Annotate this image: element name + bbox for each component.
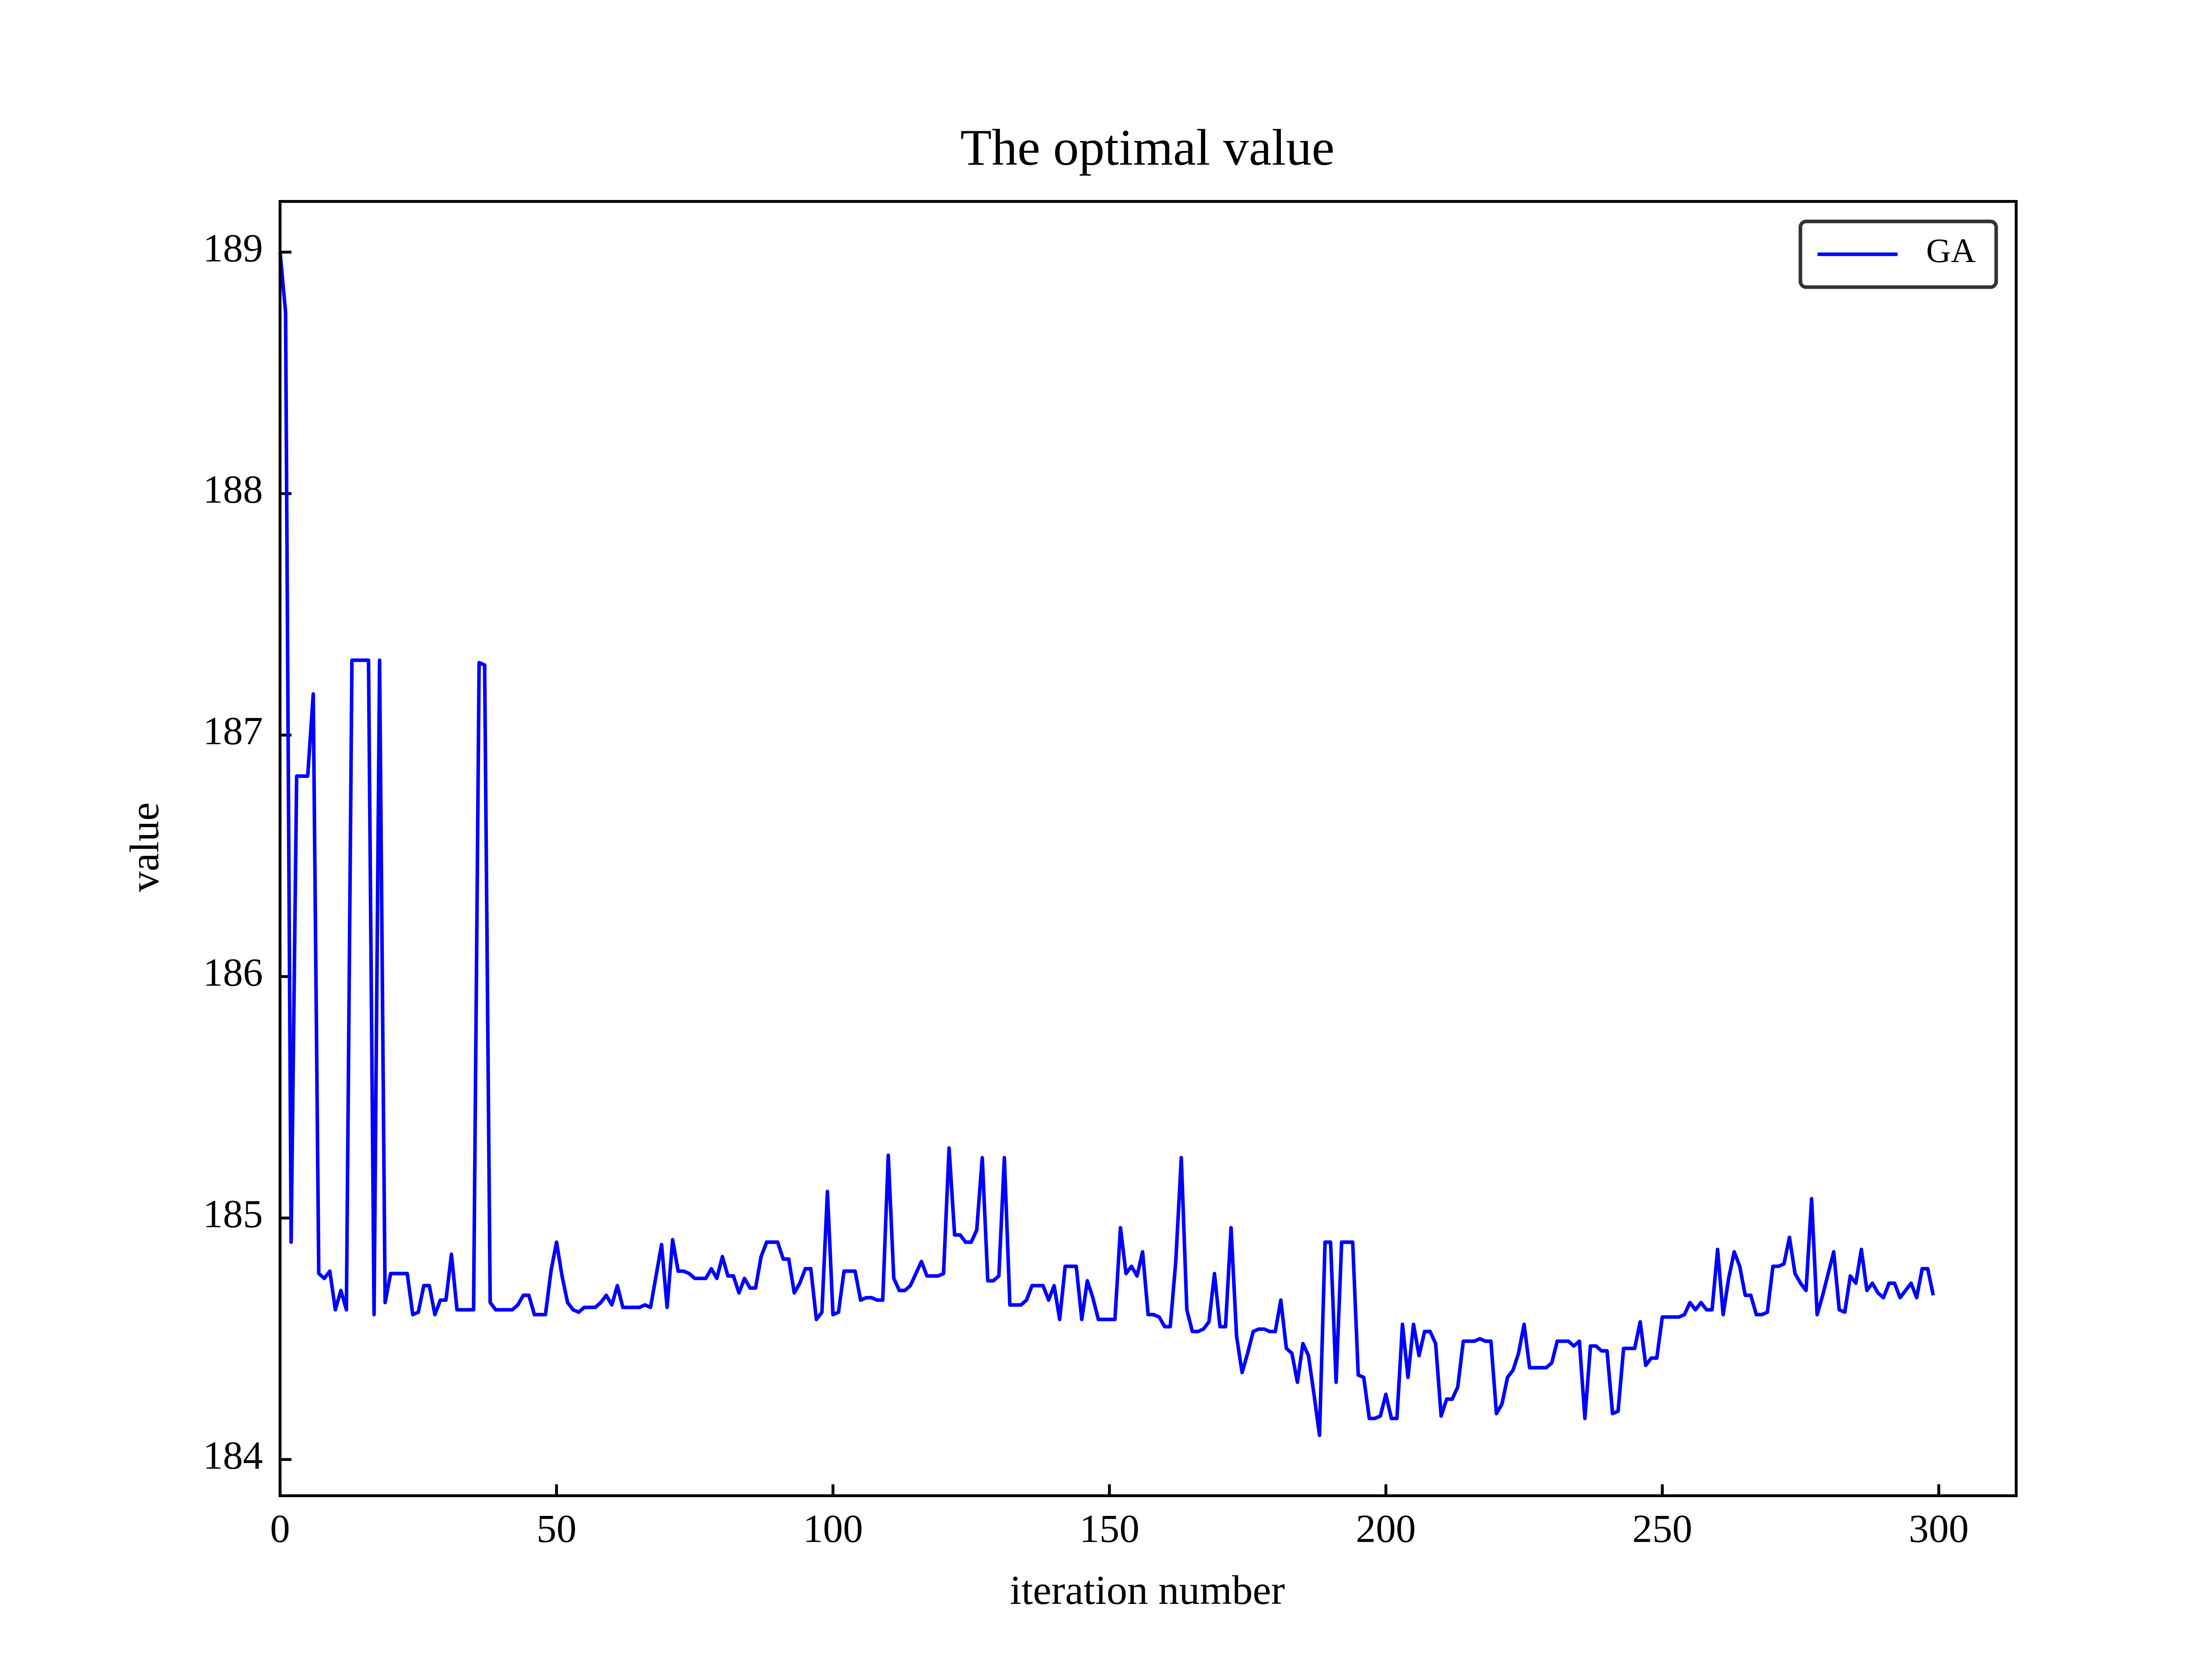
x-tick-label: 250 — [1632, 1507, 1692, 1551]
series-line — [278, 252, 1935, 1437]
y-tick-label: 185 — [203, 1192, 263, 1236]
x-tick-label: 0 — [270, 1507, 290, 1551]
x-tick-label: 200 — [1356, 1507, 1416, 1551]
legend-label: GA — [1926, 231, 1976, 270]
x-tick-label: 300 — [1909, 1507, 1969, 1551]
y-axis-label: value — [122, 802, 167, 892]
x-tick-label: 50 — [536, 1507, 576, 1551]
y-tick-label: 184 — [203, 1433, 263, 1477]
y-tick-label: 187 — [203, 709, 263, 753]
chart-title: The optimal value — [960, 119, 1334, 176]
x-tick-label: 100 — [803, 1507, 863, 1551]
y-tick-label: 186 — [203, 950, 263, 994]
y-tick-label: 188 — [203, 467, 263, 511]
y-tick-label: 189 — [203, 226, 263, 270]
x-axis-label: iteration number — [1010, 1568, 1285, 1613]
legend-box — [1799, 220, 1998, 289]
x-tick-label: 150 — [1080, 1507, 1140, 1551]
plot-frame — [278, 200, 2018, 1498]
